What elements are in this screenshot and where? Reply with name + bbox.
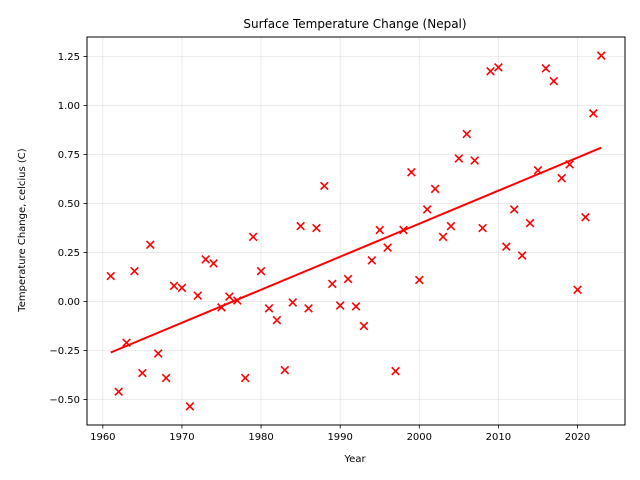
data-point-marker [161, 373, 171, 383]
data-point-marker [494, 63, 503, 72]
data-point-marker [106, 271, 116, 281]
data-point-marker [359, 321, 369, 331]
data-points [106, 51, 606, 411]
data-point-marker [399, 225, 408, 235]
data-point-marker [304, 304, 313, 313]
data-point-marker [470, 156, 480, 165]
data-point-marker [391, 366, 400, 376]
data-point-marker [193, 291, 203, 301]
x-tick-label: 2010 [486, 432, 511, 443]
data-point-marker [557, 173, 567, 183]
data-point-marker [327, 279, 337, 289]
grid [87, 37, 625, 425]
y-tick-label: −0.25 [49, 346, 80, 357]
data-point-marker [525, 218, 535, 228]
trend-line-group [110, 146, 602, 354]
x-tick-label: 1990 [327, 432, 352, 443]
data-point-marker [565, 160, 574, 169]
data-point-marker [596, 51, 606, 60]
y-axis-ticks: −0.50 −0.25 0.00 0.25 0.50 0.75 1.00 1.25 [49, 52, 87, 406]
y-tick-label: 1.00 [58, 101, 80, 112]
data-point-marker [114, 387, 124, 397]
data-point-marker [343, 274, 353, 284]
data-point-marker [225, 292, 234, 302]
data-point-marker [232, 296, 242, 305]
data-point-marker [177, 283, 187, 293]
data-point-marker [169, 281, 179, 291]
data-point-marker [272, 315, 282, 325]
trend-line [110, 146, 602, 354]
data-point-marker [501, 242, 511, 252]
data-point-marker [430, 184, 440, 194]
data-point-marker [351, 302, 361, 311]
plot-frame [86, 36, 626, 426]
data-point-marker [153, 349, 163, 358]
x-tick-label: 1980 [248, 432, 273, 443]
data-point-marker [217, 303, 226, 312]
data-point-marker [407, 167, 416, 177]
data-point-marker [288, 298, 298, 307]
data-point-marker [486, 66, 495, 76]
data-point-marker [335, 301, 345, 310]
data-point-marker [122, 338, 131, 348]
chart-title: Surface Temperature Change (Nepal) [243, 17, 466, 31]
data-point-marker [541, 63, 551, 73]
data-point-marker [383, 243, 393, 253]
data-point-marker [209, 258, 218, 268]
data-point-marker [312, 223, 321, 233]
y-axis-title: Temperature Change, celcius (C) [17, 148, 28, 312]
x-axis-ticks: 1960 1970 1980 1990 2000 2010 2020 [90, 425, 590, 443]
data-point-marker [367, 256, 377, 265]
data-point-marker [454, 154, 464, 163]
data-point-marker [414, 275, 424, 285]
data-point-marker [138, 368, 147, 378]
data-point-marker [296, 221, 305, 231]
y-tick-label: 0.50 [58, 199, 80, 210]
data-point-marker [319, 181, 329, 191]
data-point-marker [201, 255, 211, 264]
data-point-marker [240, 373, 250, 383]
data-point-marker [438, 232, 448, 242]
data-point-marker [478, 223, 487, 233]
data-point-marker [573, 285, 582, 295]
y-tick-label: 1.25 [58, 52, 80, 63]
y-tick-label: −0.50 [49, 395, 80, 406]
data-point-marker [581, 212, 590, 222]
data-point-marker [462, 129, 472, 139]
data-point-marker [145, 240, 155, 250]
y-tick-label: 0.25 [58, 248, 80, 259]
data-point-marker [446, 221, 456, 231]
y-tick-label: 0.75 [58, 150, 80, 161]
data-point-marker [264, 304, 274, 313]
x-axis-title: Year [343, 454, 366, 465]
x-tick-label: 1960 [90, 432, 115, 443]
x-tick-label: 2000 [407, 432, 432, 443]
data-point-marker [509, 205, 519, 214]
x-tick-label: 1970 [169, 432, 194, 443]
data-point-marker [280, 365, 290, 375]
data-point-marker [256, 266, 266, 276]
data-point-marker [588, 109, 598, 118]
data-point-marker [533, 165, 543, 175]
data-point-marker [549, 76, 559, 86]
data-point-marker [185, 402, 195, 411]
data-point-marker [248, 232, 258, 242]
data-point-marker [517, 251, 527, 260]
data-point-marker [375, 225, 385, 235]
data-point-marker [130, 266, 139, 276]
data-point-marker [422, 205, 432, 214]
y-tick-label: 0.00 [58, 297, 80, 308]
x-tick-label: 2020 [565, 432, 590, 443]
